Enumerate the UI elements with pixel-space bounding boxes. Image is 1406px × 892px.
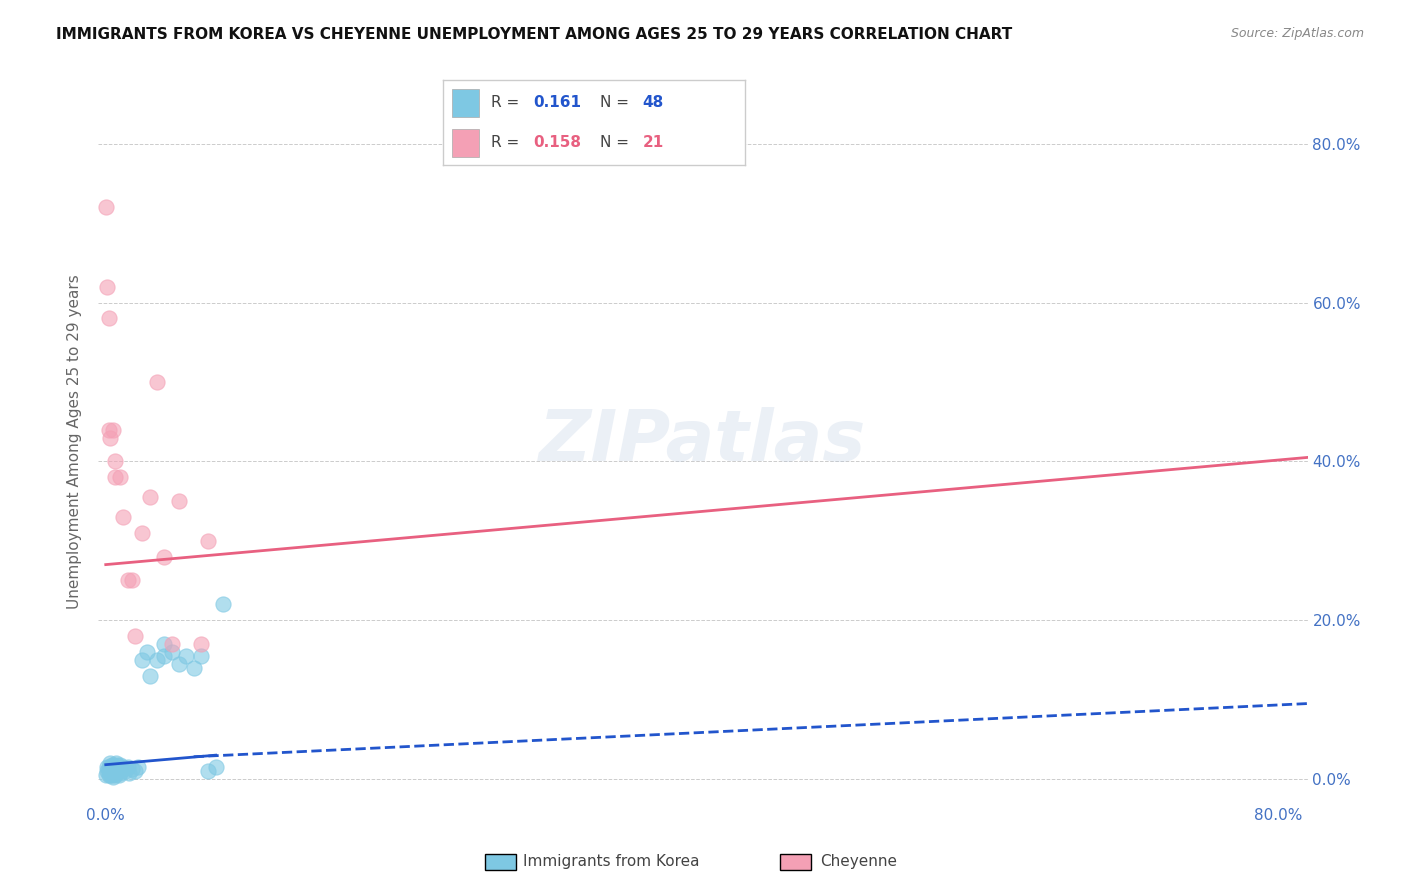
Point <box>190 637 212 651</box>
Point <box>101 423 124 437</box>
Point <box>110 470 132 484</box>
Point <box>112 760 135 774</box>
Point <box>146 653 169 667</box>
Point <box>110 765 132 780</box>
Text: 0.161: 0.161 <box>534 95 582 111</box>
Text: R =: R = <box>491 95 524 111</box>
Point <box>110 757 132 772</box>
Point <box>112 510 135 524</box>
Text: N =: N = <box>600 135 634 150</box>
Point <box>101 758 124 772</box>
Point <box>100 757 122 772</box>
Text: IMMIGRANTS FROM KOREA VS CHEYENNE UNEMPLOYMENT AMONG AGES 25 TO 29 YEARS CORRELA: IMMIGRANTS FROM KOREA VS CHEYENNE UNEMPL… <box>56 27 1012 42</box>
Point <box>100 768 122 782</box>
Point <box>103 768 125 782</box>
Point <box>100 763 122 777</box>
Point <box>97 764 120 778</box>
Point <box>204 760 226 774</box>
Point <box>98 431 121 445</box>
Point <box>108 768 131 782</box>
Text: Source: ZipAtlas.com: Source: ZipAtlas.com <box>1230 27 1364 40</box>
Point <box>105 765 128 780</box>
Point <box>167 657 190 671</box>
Point <box>127 760 149 774</box>
Point <box>96 764 118 778</box>
Point <box>183 661 205 675</box>
Point <box>101 763 124 777</box>
Point <box>197 533 219 548</box>
FancyBboxPatch shape <box>451 89 479 117</box>
Point <box>98 764 121 778</box>
Y-axis label: Unemployment Among Ages 25 to 29 years: Unemployment Among Ages 25 to 29 years <box>67 274 83 609</box>
Point <box>212 597 235 611</box>
Point <box>101 770 124 784</box>
Point <box>97 768 120 782</box>
Point <box>131 653 153 667</box>
Point <box>105 756 128 770</box>
Text: 0.158: 0.158 <box>534 135 582 150</box>
Point <box>96 760 118 774</box>
Point <box>124 629 146 643</box>
Point <box>117 574 139 588</box>
Point <box>98 768 121 782</box>
Point <box>97 311 120 326</box>
Point <box>101 765 124 780</box>
Point <box>96 279 118 293</box>
Point <box>121 763 143 777</box>
Point <box>160 637 183 651</box>
Point <box>131 525 153 540</box>
Point <box>97 760 120 774</box>
Point <box>94 768 117 782</box>
Point <box>176 648 198 663</box>
Point <box>190 648 212 663</box>
Point <box>103 470 125 484</box>
Text: 48: 48 <box>643 95 664 111</box>
Point <box>197 764 219 778</box>
Point <box>138 669 160 683</box>
Point <box>103 760 125 774</box>
Point <box>107 764 129 778</box>
Point <box>146 375 169 389</box>
Point <box>138 490 160 504</box>
Point <box>98 756 121 770</box>
Point <box>167 494 190 508</box>
Point <box>97 423 120 437</box>
Point <box>153 648 176 663</box>
Point <box>111 763 134 777</box>
Point <box>118 765 141 780</box>
Text: ZIPatlas: ZIPatlas <box>540 407 866 476</box>
Point <box>117 760 139 774</box>
Point <box>121 574 143 588</box>
Point <box>153 637 176 651</box>
Text: N =: N = <box>600 95 634 111</box>
Text: 21: 21 <box>643 135 664 150</box>
Text: R =: R = <box>491 135 524 150</box>
Point <box>160 645 183 659</box>
Text: Cheyenne: Cheyenne <box>820 855 897 869</box>
Point <box>135 645 157 659</box>
Point <box>153 549 176 564</box>
Point <box>114 764 136 778</box>
Point <box>108 760 131 774</box>
Text: Immigrants from Korea: Immigrants from Korea <box>523 855 700 869</box>
Point <box>94 200 117 214</box>
Point <box>107 757 129 772</box>
FancyBboxPatch shape <box>451 128 479 157</box>
Point <box>124 764 146 778</box>
Point <box>103 454 125 468</box>
